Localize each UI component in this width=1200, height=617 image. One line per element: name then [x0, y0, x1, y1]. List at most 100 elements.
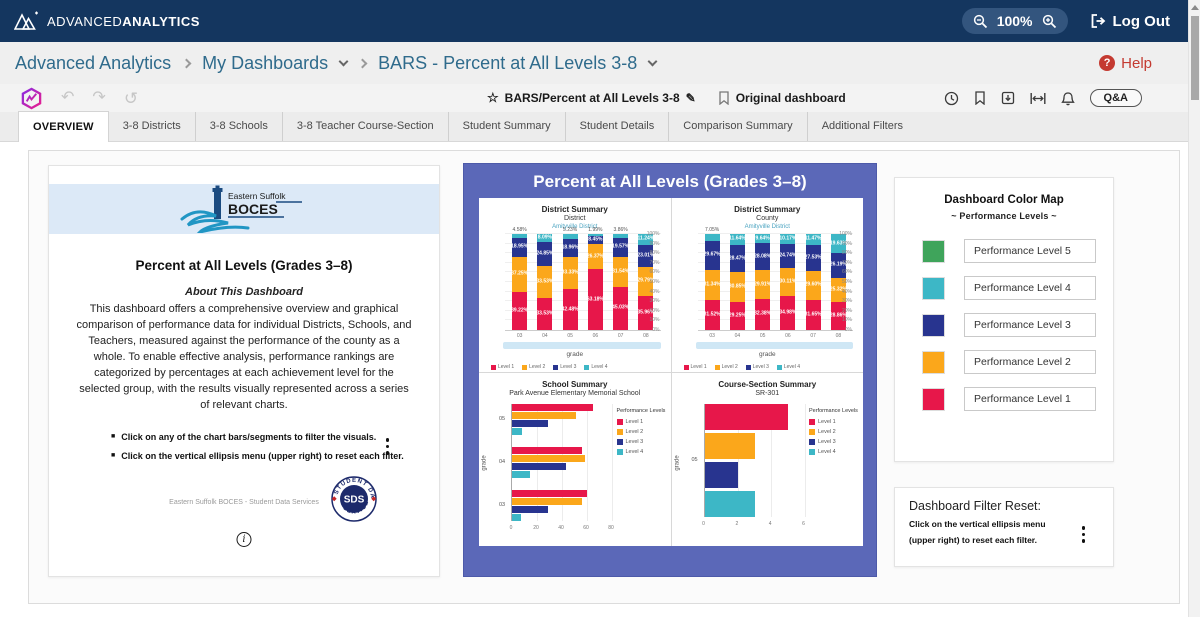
stacked-bar[interactable]: 31.52% 31.34% 29.67% 7.05% [704, 227, 721, 330]
fit-width-icon[interactable] [1030, 92, 1046, 105]
bar-segment[interactable]: 31.65% [805, 299, 822, 330]
chevron-down-icon[interactable] [338, 56, 349, 66]
tab-3-8-schools[interactable]: 3-8 Schools [194, 112, 282, 141]
hbar-level-3[interactable] [704, 461, 738, 488]
bar-segment[interactable]: 28.47% [729, 245, 746, 273]
history-clock-icon[interactable] [944, 91, 959, 106]
stacked-bar[interactable]: 42.48% 33.33% 18.96% 5.23% [562, 227, 579, 330]
info-icon[interactable]: i [236, 532, 252, 547]
stacked-bar[interactable]: 32.38% 29.91% 28.08% 9.64% [754, 233, 771, 330]
stacked-bar[interactable]: 28.86% 25.32% 26.19% 19.63% [830, 234, 847, 330]
hbar-level-1[interactable] [512, 489, 587, 497]
favorite-star-icon[interactable]: ☆ [487, 90, 499, 105]
chart-scrollbar[interactable] [695, 342, 853, 349]
stacked-bar[interactable]: 33.53% 33.53% 24.85% 8.09% [536, 233, 553, 330]
bookmark-icon[interactable] [974, 91, 986, 105]
breadcrumb-item[interactable]: BARS - Percent at All Levels 3-8 [378, 52, 638, 73]
bar-segment[interactable]: 32.38% [754, 298, 771, 330]
bar-segment[interactable]: 25.32% [830, 278, 847, 303]
bar-segment[interactable]: 34.98% [779, 296, 796, 330]
hbar-level-2[interactable] [512, 411, 576, 419]
bar-segment[interactable]: 29.79% [637, 266, 654, 296]
hbar-level-3[interactable] [512, 419, 549, 427]
hbar-level-3[interactable] [512, 505, 549, 513]
help-button[interactable]: ? Help [1099, 55, 1152, 72]
bar-segment[interactable]: 28.86% [830, 302, 847, 330]
bar-segment[interactable]: 30.85% [729, 272, 746, 302]
bar-segment[interactable]: 29.91% [754, 270, 771, 299]
stacked-bar[interactable]: 29.25% 30.85% 28.47% 11.64% [729, 233, 746, 330]
bar-segment[interactable]: 33.33% [562, 257, 579, 290]
stacked-bar[interactable]: 31.65% 29.60% 27.53% 11.47% [805, 233, 822, 330]
chart-scrollbar[interactable] [503, 342, 661, 349]
bar-segment[interactable]: 30.11% [780, 267, 796, 297]
bar-segment[interactable]: 11.64% [729, 233, 746, 246]
bar-segment[interactable]: 26.19% [830, 252, 847, 279]
tab-student-summary[interactable]: Student Summary [447, 112, 565, 141]
stacked-bar[interactable]: 34.98% 30.11% 24.74% 10.17% [779, 233, 796, 330]
bar-segment[interactable]: 33.53% [536, 297, 553, 330]
filter-reset-ellipsis-menu[interactable] [1081, 526, 1085, 543]
hbar-level-3[interactable] [512, 462, 566, 470]
hbar-level-4[interactable] [512, 513, 521, 521]
bar-segment[interactable] [562, 234, 578, 240]
bar-segment[interactable]: 35.96% [637, 295, 654, 330]
tab-3-8-teacher-course-section[interactable]: 3-8 Teacher Course-Section [281, 112, 448, 141]
redo-icon[interactable]: ↷ [92, 89, 106, 106]
bar-segment[interactable] [512, 233, 528, 239]
restore-icon[interactable]: ↺ [123, 88, 139, 108]
hbar-level-1[interactable] [512, 446, 582, 454]
breadcrumb-item[interactable]: My Dashboards [202, 52, 329, 73]
scrollbar-up-arrow[interactable] [1190, 5, 1199, 10]
bar-segment[interactable]: 11.47% [805, 233, 821, 245]
bar-segment[interactable] [704, 234, 720, 242]
hbar-level-1[interactable] [512, 403, 594, 411]
bar-segment[interactable]: 18.95% [511, 238, 528, 257]
stacked-bar[interactable]: 63.18% 26.37% 8.45% 1.99% [587, 227, 604, 330]
hbar-level-1[interactable] [704, 403, 788, 430]
bar-segment[interactable]: 24.74% [779, 243, 796, 268]
zoom-in-icon[interactable] [1042, 14, 1057, 29]
bar-segment[interactable]: 8.45% [587, 235, 603, 245]
hbar-level-4[interactable] [704, 490, 755, 517]
notifications-bell-icon[interactable] [1060, 91, 1075, 106]
bar-segment[interactable]: 18.96% [562, 239, 579, 258]
tab-additional-filters[interactable]: Additional Filters [806, 112, 917, 141]
hbar-level-2[interactable] [512, 497, 582, 505]
page-scrollbar[interactable] [1188, 0, 1200, 617]
bar-segment[interactable]: 37.25% [511, 256, 528, 293]
bar-segment[interactable]: 28.08% [754, 243, 771, 271]
bar-segment[interactable]: 19.57% [612, 237, 629, 257]
tab-3-8-districts[interactable]: 3-8 Districts [122, 120, 181, 132]
tab-student-details[interactable]: Student Details [564, 112, 669, 141]
bar-segment[interactable]: 24.85% [536, 241, 553, 266]
intro-ellipsis-menu[interactable] [385, 438, 389, 455]
qa-button[interactable]: Q&A [1089, 89, 1142, 107]
bar-segment[interactable]: 11.24% [638, 234, 654, 245]
bar-segment[interactable] [587, 234, 603, 236]
bar-segment[interactable] [613, 234, 629, 238]
stacked-bar[interactable]: 35.96% 29.79% 23.01% 11.24% [637, 234, 654, 330]
chevron-down-icon[interactable] [647, 56, 658, 66]
bar-segment[interactable]: 31.52% [704, 299, 721, 330]
hbar-level-2[interactable] [704, 432, 755, 459]
bar-segment[interactable]: 9.64% [755, 233, 771, 244]
edit-pencil-icon[interactable]: ✎ [685, 91, 696, 105]
bar-segment[interactable]: 26.37% [587, 244, 604, 270]
bar-segment[interactable]: 8.09% [537, 233, 553, 242]
bar-segment[interactable]: 29.25% [729, 301, 746, 330]
bar-segment[interactable]: 42.48% [562, 289, 579, 330]
bar-segment[interactable]: 29.60% [805, 271, 822, 300]
bar-segment[interactable]: 29.67% [704, 241, 721, 270]
hbar-level-2[interactable] [512, 454, 585, 462]
tab-comparison-summary[interactable]: Comparison Summary [668, 112, 806, 141]
bar-segment[interactable]: 45.03% [612, 286, 629, 330]
breadcrumb-item[interactable]: Advanced Analytics [15, 52, 172, 73]
bar-segment[interactable]: 23.01% [637, 244, 654, 267]
bar-segment[interactable]: 31.34% [704, 269, 721, 300]
bar-segment[interactable]: 10.17% [779, 233, 796, 244]
bar-segment[interactable]: 39.22% [511, 292, 528, 330]
bar-segment[interactable]: 33.53% [536, 265, 553, 298]
undo-icon[interactable]: ↶ [61, 89, 75, 106]
zoom-out-icon[interactable] [973, 14, 988, 29]
